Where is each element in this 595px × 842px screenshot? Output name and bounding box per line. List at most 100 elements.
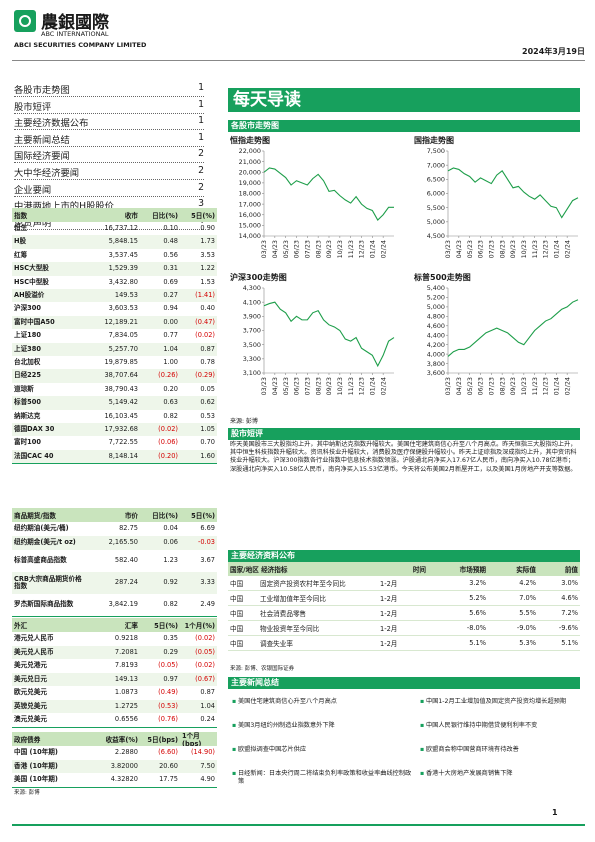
table-label: 日经225: [12, 369, 90, 383]
table-value: 0.63: [140, 396, 180, 410]
table-value: 0.48: [140, 235, 180, 249]
table-header: 实际值: [488, 562, 538, 576]
x-tick-label: 07/23: [488, 240, 496, 258]
table-value: 中国: [228, 636, 258, 651]
table-value: (0.29): [180, 369, 217, 383]
table-rule: [12, 726, 217, 728]
y-tick-label: 3,700: [243, 327, 261, 335]
table-value: 82.75: [119, 524, 138, 533]
x-tick-label: 03/23: [260, 377, 268, 395]
table-value: 3,842.19: [108, 600, 138, 609]
section-bar: 主要新闻总结: [228, 677, 580, 689]
x-tick-label: 06/23: [293, 377, 301, 395]
table-label: 标普高盛商品指数: [14, 556, 67, 565]
x-tick-label: 07/23: [488, 377, 496, 395]
table-value: 5,257.70: [90, 342, 140, 356]
toc-page: 2: [198, 181, 204, 193]
table-header: 日比(%): [140, 208, 180, 222]
x-tick-label: 03/23: [260, 240, 268, 258]
y-tick-label: 4,600: [427, 322, 445, 330]
table-value: 7.8193: [114, 661, 138, 669]
chart: 14,000 15,000 16,000 17,000 18,000 19,000 20,0…: [239, 147, 394, 258]
y-tick-label: 4,300: [243, 284, 261, 292]
table-value: (0.02): [195, 331, 215, 340]
toc-page: 2: [198, 148, 204, 160]
table-value: 0.78: [200, 357, 215, 366]
table-label: 欧元兑美元: [14, 688, 47, 696]
news-item: 中国1-2月工业增加值及固定资产投资均增长超预期: [420, 698, 580, 706]
table-value: (0.76): [158, 715, 178, 723]
x-tick-label: 04/23: [455, 240, 463, 258]
table-header: 国家/地区 经济指标: [228, 562, 378, 576]
x-tick-label: 10/23: [336, 377, 344, 395]
toc-page: 1: [198, 82, 204, 93]
x-tick-label: 02/24: [563, 240, 571, 258]
table-value: 20.60: [140, 759, 180, 773]
x-tick-label: 01/24: [553, 240, 561, 258]
y-tick-label: 5,000: [427, 303, 445, 311]
logo-emblem: [19, 15, 31, 27]
table-value: 3.82000: [90, 759, 140, 773]
news-item: 中国人民银行维持中期借贷便利利率不变: [420, 722, 580, 730]
y-tick-label: 3,600: [427, 369, 445, 377]
table-value: 17,932.68: [90, 423, 140, 437]
line: [447, 167, 579, 219]
table-value: 5,848.15: [90, 235, 140, 249]
table-value: 0.20: [163, 384, 178, 393]
table-label: CRB大宗商品期货价格指数: [12, 572, 90, 594]
table-value: 149.13: [90, 672, 140, 686]
table-label: 法国CAC 40: [12, 449, 90, 464]
toc-page: 1: [198, 115, 204, 127]
x-tick-label: 05/23: [282, 377, 290, 395]
table-value: 1-2月: [378, 606, 428, 621]
table-value: 1-2月: [378, 621, 428, 636]
y-tick-label: 14,000: [239, 232, 261, 240]
x-tick-label: 12/23: [358, 377, 366, 395]
x-tick-label: 02/24: [563, 377, 571, 395]
table-value: 0.31: [140, 262, 180, 276]
table-header: 日比(%): [140, 508, 180, 522]
table-value: 17.75: [159, 775, 178, 783]
y-tick-label: 5,400: [427, 284, 445, 292]
toc-title: 股市短评: [14, 101, 52, 113]
y-tick-label: 6,000: [427, 190, 445, 198]
toc-page: 2: [198, 164, 204, 176]
table-value: 16,103.45: [104, 411, 138, 420]
table-value: 38,790.43: [104, 384, 138, 393]
y-tick-label: 16,000: [239, 211, 261, 219]
table-value: 1.05: [180, 423, 217, 437]
table-value: 2.49: [200, 600, 215, 609]
table-value: (14.90): [190, 748, 215, 756]
toc: 各股市走势图 1 股市短评 1 主要经济数据公布 1 主要新闻总结 1 国际经济要闻 2 大中华经济…: [14, 82, 204, 231]
table-value: 3.0%: [538, 576, 580, 591]
x-tick-label: 02/24: [379, 240, 387, 258]
table-value: 5.3%: [488, 636, 538, 651]
table-value: 0.40: [200, 304, 215, 313]
table-value: 社会消费品零售: [258, 606, 378, 621]
table-label: 富时中国A50: [12, 315, 90, 330]
x-tick-label: 08/23: [498, 240, 506, 258]
table-value: 0.04: [163, 524, 178, 533]
table-value: (0.20): [140, 449, 180, 464]
date: 2024年3月19日: [522, 47, 585, 56]
x-tick-label: 11/23: [531, 377, 539, 395]
x-tick-label: 11/23: [531, 240, 539, 258]
table-label: 标普500: [12, 396, 90, 410]
y-tick-label: 4,400: [427, 331, 445, 339]
table-label: 香港 (10年期): [12, 759, 90, 773]
table-label: AH股溢价: [12, 289, 90, 303]
y-tick-label: 5,000: [427, 218, 445, 226]
table-label: 道琼斯: [14, 384, 34, 393]
x-tick-label: 03/23: [444, 377, 452, 395]
y-tick-label: 7,500: [427, 147, 445, 155]
table-header: 5日(bps): [140, 732, 180, 746]
x-tick-label: 04/23: [271, 240, 279, 258]
news-item: 香港十大房地产发展商销售下降: [420, 770, 580, 778]
company-en: ABC INTERNATIONAL: [41, 30, 109, 38]
table-label: 港元兑人民币: [14, 634, 54, 642]
table-value: (0.49): [158, 688, 178, 696]
x-tick-label: 07/23: [304, 240, 312, 258]
toc-entry: 大中华经济要闻 2: [14, 165, 204, 180]
line: [263, 301, 395, 368]
